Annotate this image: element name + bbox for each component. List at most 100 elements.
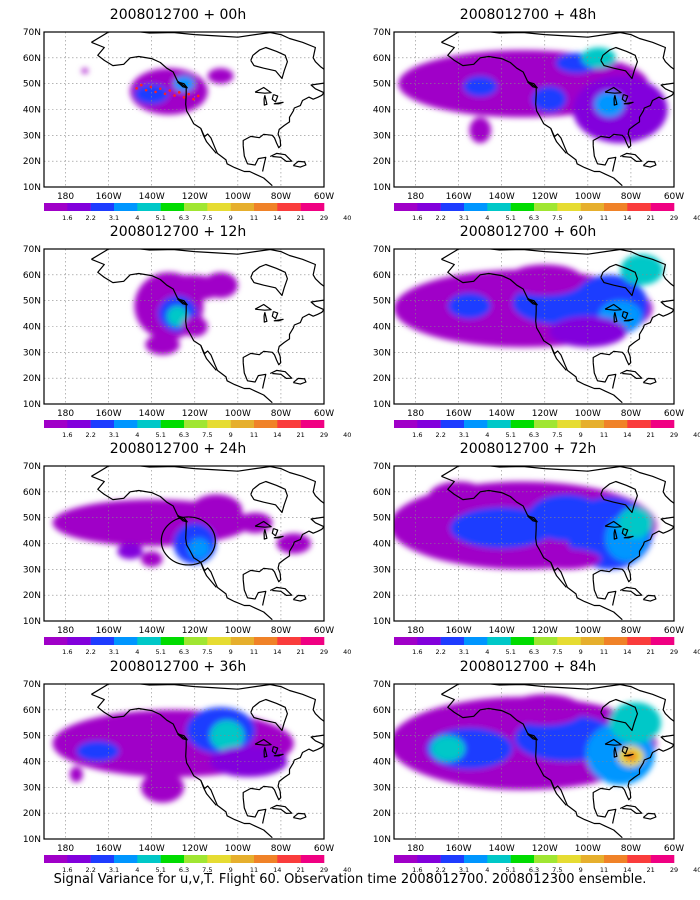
colorbar-label: 7.5 bbox=[202, 866, 212, 874]
colorbar-swatch bbox=[207, 203, 231, 211]
colorbar-swatch bbox=[254, 203, 278, 211]
map-frame bbox=[393, 248, 675, 405]
colorbar-label: 6.3 bbox=[529, 214, 539, 222]
lon-tick-label: 80W bbox=[621, 409, 641, 419]
colorbar-label: 9 bbox=[579, 648, 583, 656]
lat-tick-label: 30N bbox=[373, 565, 391, 575]
lat-tick-label: 30N bbox=[373, 783, 391, 793]
lat-tick-label: 70N bbox=[23, 28, 41, 38]
lon-tick-label: 120W bbox=[182, 626, 208, 636]
panel-title: 2008012700 + 24h bbox=[109, 441, 247, 457]
lat-tick-label: 70N bbox=[373, 680, 391, 690]
lon-tick-label: 60W bbox=[314, 192, 334, 202]
colorbar-swatch bbox=[604, 420, 628, 428]
map-frame bbox=[43, 31, 325, 188]
colorbar-swatch bbox=[160, 637, 185, 645]
colorbar-swatch bbox=[160, 855, 185, 863]
signal-variance-map: 70N 60N 50N 40N 30N 20N 10N 180 160W 140W 120W 100W… bbox=[23, 28, 352, 222]
colorbar-label: 29 bbox=[320, 866, 328, 874]
lon-tick-label: 140W bbox=[489, 844, 515, 854]
colorbar-label: 1.6 bbox=[62, 648, 72, 656]
colorbar-swatch bbox=[67, 855, 91, 863]
colorbar-swatch bbox=[114, 420, 138, 428]
colorbar-swatch bbox=[417, 203, 441, 211]
colorbar-label: 14 bbox=[623, 648, 631, 656]
lat-tick-label: 30N bbox=[373, 131, 391, 141]
colorbar-label: 7.5 bbox=[552, 648, 562, 656]
colorbar-label: 5.1 bbox=[156, 431, 166, 439]
lat-tick-label: 20N bbox=[373, 591, 391, 601]
colorbar-swatch bbox=[650, 203, 675, 211]
colorbar-label: 40 bbox=[343, 214, 351, 222]
panel-title: 2008012700 + 36h bbox=[109, 659, 247, 675]
colorbar-label: 3.1 bbox=[109, 866, 119, 874]
colorbar-label: 5.1 bbox=[156, 648, 166, 656]
signal-field bbox=[52, 707, 294, 803]
colorbar-swatch bbox=[44, 637, 68, 645]
colorbar-label: 21 bbox=[647, 214, 655, 222]
lon-tick-label: 120W bbox=[532, 409, 558, 419]
colorbar-label: 3.1 bbox=[459, 866, 469, 874]
colorbar-swatch bbox=[580, 855, 605, 863]
lat-tick-label: 40N bbox=[23, 106, 41, 116]
colorbar-label: 29 bbox=[670, 214, 678, 222]
signal-contour bbox=[76, 740, 120, 762]
lat-tick-label: 30N bbox=[373, 348, 391, 358]
colorbar-label: 1.6 bbox=[412, 431, 422, 439]
colorbar-label: 9 bbox=[579, 214, 583, 222]
lon-tick-label: 180 bbox=[407, 409, 424, 419]
colorbar-label: 5.1 bbox=[156, 214, 166, 222]
signal-contour bbox=[81, 68, 89, 74]
lon-tick-label: 140W bbox=[489, 192, 515, 202]
colorbar-swatch bbox=[254, 855, 278, 863]
colorbar-swatch bbox=[230, 637, 255, 645]
colorbar-swatch bbox=[510, 203, 535, 211]
signal-variance-map: 70N 60N 50N 40N 30N 20N 10N 180 160W 140W 120W 100W… bbox=[23, 680, 352, 874]
lon-tick-label: 180 bbox=[407, 626, 424, 636]
lat-tick-label: 70N bbox=[23, 245, 41, 255]
signal-contour bbox=[506, 264, 584, 296]
signal-contour bbox=[209, 720, 245, 752]
lat-tick-label: 60N bbox=[23, 488, 41, 498]
lon-tick-label: 180 bbox=[407, 844, 424, 854]
colorbar-swatch bbox=[464, 203, 488, 211]
map-frame bbox=[393, 465, 675, 622]
lat-tick-label: 30N bbox=[23, 783, 41, 793]
lon-tick-label: 60W bbox=[664, 844, 684, 854]
gridlines bbox=[394, 249, 674, 404]
colorbar-swatch bbox=[230, 203, 255, 211]
colorbar-label: 2.2 bbox=[86, 214, 96, 222]
lon-tick-label: 140W bbox=[139, 844, 165, 854]
lon-tick-label: 120W bbox=[532, 192, 558, 202]
lat-tick-label: 20N bbox=[23, 591, 41, 601]
lon-tick-label: 140W bbox=[489, 409, 515, 419]
colorbar-swatch bbox=[277, 637, 301, 645]
colorbar-label: 21 bbox=[647, 431, 655, 439]
signal-variance-map: 70N 60N 50N 40N 30N 20N 10N 180 160W 140W 120W 100W… bbox=[373, 680, 700, 874]
panel-title: 2008012700 + 60h bbox=[459, 224, 597, 240]
colorbar-swatch bbox=[207, 855, 231, 863]
colorbar-label: 40 bbox=[343, 648, 351, 656]
lon-tick-label: 60W bbox=[664, 626, 684, 636]
signal-contour bbox=[549, 316, 627, 348]
lon-tick-label: 140W bbox=[139, 626, 165, 636]
lon-tick-label: 100W bbox=[575, 192, 601, 202]
lon-tick-label: 120W bbox=[532, 626, 558, 636]
colorbar-label: 7.5 bbox=[202, 648, 212, 656]
colorbar-label: 29 bbox=[670, 866, 678, 874]
colorbar: 1.6 2.2 3.1 4 5.1 6.3 7.5 9 11 14 21 29 40 bbox=[44, 203, 351, 222]
colorbar-swatch bbox=[67, 203, 91, 211]
colorbar-label: 1.6 bbox=[62, 431, 72, 439]
lon-tick-label: 180 bbox=[407, 192, 424, 202]
colorbar-swatch bbox=[67, 420, 91, 428]
coastlines bbox=[91, 249, 324, 404]
colorbar-label: 4 bbox=[135, 866, 139, 874]
colorbar-label: 14 bbox=[623, 214, 631, 222]
colorbar-swatch bbox=[90, 203, 115, 211]
lat-tick-label: 40N bbox=[373, 758, 391, 768]
lat-tick-label: 40N bbox=[23, 323, 41, 333]
colorbar-swatch bbox=[417, 420, 441, 428]
observation-dot bbox=[168, 89, 172, 92]
coastlines bbox=[441, 249, 674, 404]
lon-tick-label: 100W bbox=[225, 409, 251, 419]
